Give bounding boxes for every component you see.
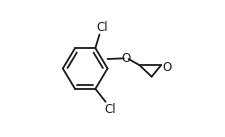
Text: O: O	[121, 52, 130, 65]
Text: O: O	[161, 61, 170, 74]
Text: Cl: Cl	[104, 103, 116, 116]
Text: Cl: Cl	[96, 21, 108, 34]
